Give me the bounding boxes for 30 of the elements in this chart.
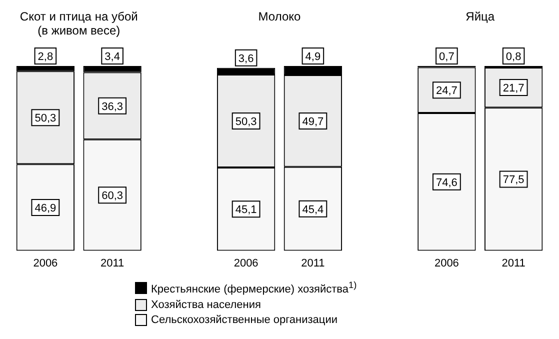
data-label: 3,6	[238, 52, 254, 65]
data-label: 50,3	[34, 112, 56, 125]
text: Яйца	[466, 9, 495, 24]
x-tick-label: 2011	[100, 257, 124, 270]
x-tick-label: 2006	[234, 257, 258, 270]
data-label: 36,3	[102, 100, 124, 113]
x-tick-label: 2011	[301, 257, 325, 270]
data-label: 77,5	[502, 174, 524, 186]
x-tick-label: 2006	[33, 257, 58, 270]
data-label: 3,4	[104, 51, 120, 64]
data-label: 4,9	[305, 51, 321, 64]
data-label: 74,6	[436, 176, 458, 189]
data-label: 45,1	[235, 204, 257, 216]
data-label: 24,7	[436, 85, 458, 98]
legend-label: Хозяйства населения	[151, 298, 261, 313]
data-label: 0,8	[506, 51, 522, 64]
data-label: 50,3	[235, 116, 257, 128]
text: Молоко	[258, 9, 302, 24]
data-label: 45,4	[302, 204, 324, 216]
data-label: 60,3	[102, 190, 124, 202]
data-label: 0,7	[439, 51, 454, 64]
legend-label: Сельскохозяйственные организации	[151, 312, 338, 328]
data-label: 21,7	[502, 82, 524, 95]
data-label: 49,7	[302, 116, 324, 128]
x-tick-label: 2011	[502, 257, 526, 270]
x-tick-label: 2006	[434, 257, 459, 270]
data-label: 2,8	[38, 51, 54, 64]
data-label: 46,9	[34, 202, 56, 214]
text: Скот и птица на убой (в живом весе)	[20, 9, 138, 38]
legend-label: Крестьянские (фермерские) хозяйства$^{1)}$	[151, 279, 357, 298]
